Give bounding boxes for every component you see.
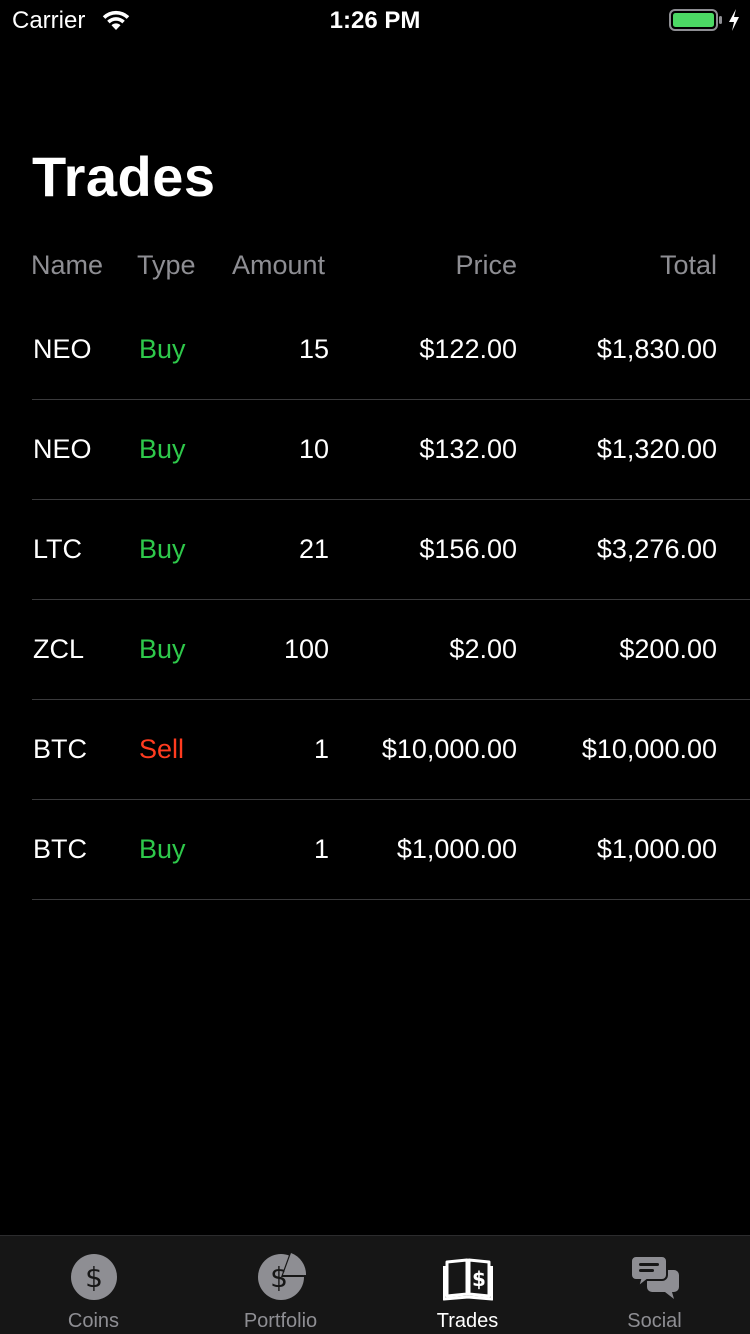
- cell-price: $1,000.00: [396, 834, 517, 864]
- cell-type: Sell: [139, 734, 185, 764]
- svg-text:$: $: [270, 1261, 288, 1294]
- cell-amount: 1: [313, 734, 329, 764]
- tab-bar: $ Coins $ Portfolio $ Trades Social: [0, 1235, 750, 1334]
- cell-amount: 21: [298, 534, 329, 564]
- column-header-amount: Amount: [232, 250, 326, 280]
- tab-portfolio[interactable]: $ Portfolio: [187, 1236, 374, 1334]
- page-title: Trades: [32, 145, 216, 208]
- cell-name: NEO: [33, 434, 92, 464]
- cell-total: $1,000.00: [596, 834, 717, 864]
- clock: 1:26 PM: [329, 7, 421, 34]
- table-row[interactable]: BTC Buy 1 $1,000.00 $1,000.00: [0, 800, 750, 900]
- cell-total: $1,830.00: [596, 334, 717, 364]
- cell-name: ZCL: [33, 634, 85, 664]
- column-header-type: Type: [137, 250, 196, 280]
- cell-total: $200.00: [619, 634, 717, 664]
- cell-total: $10,000.00: [581, 734, 717, 764]
- cell-total: $1,320.00: [596, 434, 717, 464]
- row-divider: [32, 499, 750, 500]
- cell-amount: 10: [298, 434, 329, 464]
- cell-type: Buy: [139, 834, 186, 864]
- chat-bubbles-icon: [629, 1255, 679, 1299]
- cell-amount: 100: [283, 634, 329, 664]
- cell-price: $156.00: [419, 534, 517, 564]
- trades-table: Name Type Amount Price Total NEO Buy 15 $12…: [0, 240, 750, 900]
- row-divider: [32, 899, 750, 900]
- table-header: Name Type Amount Price Total: [0, 240, 750, 300]
- tab-social[interactable]: Social: [561, 1236, 748, 1334]
- table-row[interactable]: NEO Buy 15 $122.00 $1,830.00: [0, 300, 750, 400]
- column-header-name: Name: [31, 250, 104, 280]
- row-divider: [32, 799, 750, 800]
- table-row[interactable]: BTC Sell 1 $10,000.00 $10,000.00: [0, 700, 750, 800]
- cell-name: BTC: [33, 834, 87, 864]
- table-row[interactable]: NEO Buy 10 $132.00 $1,320.00: [0, 400, 750, 500]
- svg-text:$: $: [472, 1267, 486, 1291]
- row-divider: [32, 599, 750, 600]
- tab-trades[interactable]: $ Trades: [374, 1236, 561, 1334]
- cell-type: Buy: [139, 634, 186, 664]
- cell-price: $122.00: [419, 334, 517, 364]
- cell-name: NEO: [33, 334, 92, 364]
- carrier-label: Carrier: [12, 7, 86, 34]
- cell-price: $2.00: [449, 634, 517, 664]
- table-row[interactable]: LTC Buy 21 $156.00 $3,276.00: [0, 500, 750, 600]
- charging-bolt-icon: [729, 9, 739, 31]
- ledger-book-icon: $: [442, 1258, 493, 1301]
- wifi-icon: [102, 10, 130, 30]
- row-divider: [32, 699, 750, 700]
- tab-label: Portfolio: [243, 1310, 318, 1332]
- cell-name: BTC: [33, 734, 87, 764]
- row-divider: [32, 399, 750, 400]
- cell-price: $10,000.00: [381, 734, 517, 764]
- cell-type: Buy: [139, 334, 186, 364]
- portfolio-pie-icon: $: [257, 1253, 306, 1300]
- cell-name: LTC: [33, 534, 83, 564]
- cell-amount: 1: [313, 834, 329, 864]
- tab-label: Social: [627, 1310, 682, 1332]
- cell-amount: 15: [298, 334, 329, 364]
- cell-price: $132.00: [419, 434, 517, 464]
- column-header-price: Price: [455, 250, 517, 280]
- cell-total: $3,276.00: [596, 534, 717, 564]
- cell-type: Buy: [139, 534, 186, 564]
- tab-label: Coins: [67, 1310, 120, 1332]
- table-row[interactable]: ZCL Buy 100 $2.00 $200.00: [0, 600, 750, 700]
- coin-icon: $: [70, 1254, 117, 1300]
- battery-icon: [669, 9, 722, 31]
- tab-label: Trades: [436, 1310, 499, 1332]
- cell-type: Buy: [139, 434, 186, 464]
- status-bar: Carrier 1:26 PM: [0, 0, 750, 40]
- svg-text:$: $: [85, 1261, 103, 1294]
- tab-coins[interactable]: $ Coins: [0, 1236, 187, 1334]
- column-header-total: Total: [659, 250, 717, 280]
